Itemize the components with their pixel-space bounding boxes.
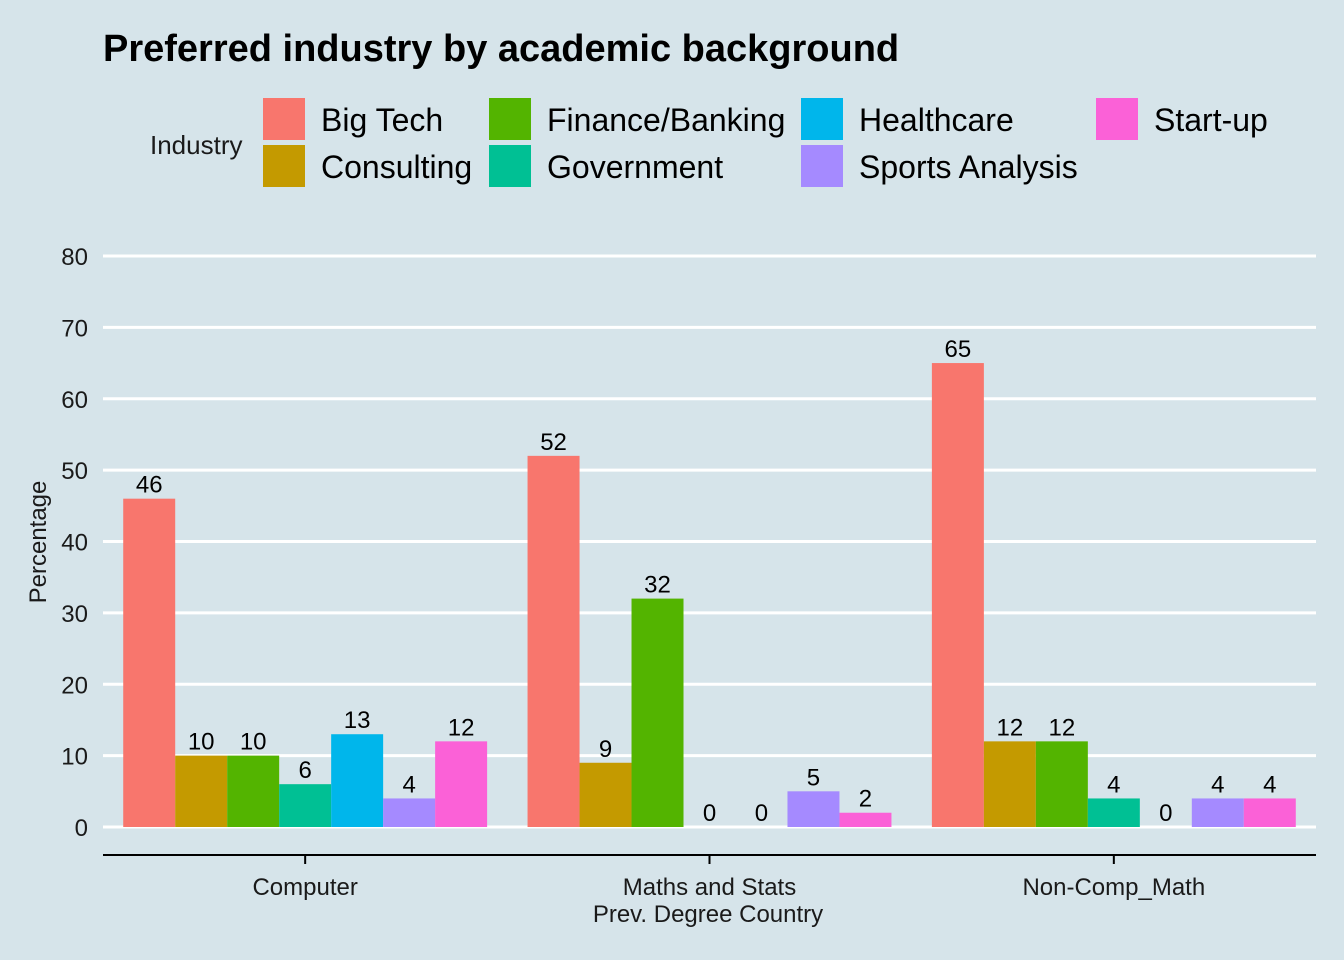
y-axis-ticks: 0 10 20 30 40 50 60 70 80 bbox=[61, 244, 88, 842]
legend-swatch bbox=[801, 145, 843, 187]
bar-value-label: 4 bbox=[1211, 771, 1224, 798]
bar-value-label: 5 bbox=[807, 764, 820, 791]
bar bbox=[227, 755, 280, 827]
bar bbox=[787, 791, 840, 827]
bar-value-label: 32 bbox=[644, 572, 671, 599]
y-tick-label: 60 bbox=[61, 387, 88, 414]
x-axis-title: Prev. Degree Country bbox=[593, 901, 823, 928]
bar-value-label: 0 bbox=[1159, 800, 1172, 827]
bar bbox=[1087, 798, 1140, 827]
legend-item: Big Tech bbox=[263, 98, 443, 140]
bar-value-label: 12 bbox=[448, 714, 475, 741]
legend-label: Finance/Banking bbox=[547, 102, 785, 138]
legend-title: Industry bbox=[150, 130, 243, 160]
y-tick-label: 50 bbox=[61, 458, 88, 485]
bar bbox=[1035, 741, 1088, 827]
legend-label: Start-up bbox=[1154, 102, 1268, 138]
legend-swatch bbox=[489, 98, 531, 140]
bar-value-label: 0 bbox=[703, 800, 716, 827]
bar-value-label: 65 bbox=[945, 336, 972, 363]
bar-value-label: 52 bbox=[540, 429, 567, 456]
bar-value-label: 4 bbox=[1263, 771, 1276, 798]
y-tick-label: 30 bbox=[61, 601, 88, 628]
y-tick-label: 0 bbox=[75, 815, 88, 842]
bar bbox=[839, 812, 892, 827]
y-axis-title: Percentage bbox=[25, 481, 52, 604]
legend-label: Government bbox=[547, 149, 723, 185]
bar bbox=[435, 741, 488, 827]
legend-label: Big Tech bbox=[321, 102, 443, 138]
bar bbox=[579, 762, 632, 827]
bar bbox=[1243, 798, 1296, 827]
y-tick-label: 20 bbox=[61, 672, 88, 699]
legend-swatch bbox=[801, 98, 843, 140]
y-tick-label: 40 bbox=[61, 530, 88, 557]
y-tick-label: 80 bbox=[61, 244, 88, 271]
bar bbox=[331, 734, 384, 827]
bar-value-label: 10 bbox=[240, 729, 267, 756]
legend-item: Sports Analysis bbox=[801, 145, 1078, 187]
bar-value-label: 9 bbox=[599, 736, 612, 763]
y-tick-label: 10 bbox=[61, 744, 88, 771]
bar bbox=[175, 755, 228, 827]
bar bbox=[383, 798, 436, 827]
legend-label: Consulting bbox=[321, 149, 472, 185]
gridlines bbox=[103, 254, 1316, 829]
legend-item: Government bbox=[489, 145, 723, 187]
legend-item: Consulting bbox=[263, 145, 472, 187]
bar-value-label: 46 bbox=[136, 472, 163, 499]
legend: Big Tech Consulting Finance/Banking Governm… bbox=[263, 98, 1268, 187]
bar bbox=[279, 784, 332, 827]
bar-value-label: 12 bbox=[997, 714, 1024, 741]
bar bbox=[1191, 798, 1244, 827]
legend-swatch bbox=[263, 145, 305, 187]
legend-swatch bbox=[1096, 98, 1138, 140]
y-tick-label: 70 bbox=[61, 315, 88, 342]
bar-value-label: 4 bbox=[402, 771, 415, 798]
chart-title: Preferred industry by academic backgroun… bbox=[103, 28, 899, 70]
legend-item: Healthcare bbox=[801, 98, 1014, 140]
bar-value-label: 13 bbox=[344, 707, 371, 734]
legend-item: Finance/Banking bbox=[489, 98, 785, 140]
bar-value-label: 4 bbox=[1107, 771, 1120, 798]
bar-value-label: 2 bbox=[859, 786, 872, 813]
legend-swatch bbox=[263, 98, 305, 140]
x-tick-label: Maths and Stats bbox=[623, 874, 796, 901]
legend-item: Start-up bbox=[1096, 98, 1268, 140]
bar bbox=[527, 455, 580, 827]
bar-value-label: 12 bbox=[1048, 714, 1075, 741]
legend-swatch bbox=[489, 145, 531, 187]
bar bbox=[983, 741, 1036, 827]
bar-value-label: 6 bbox=[298, 757, 311, 784]
bar-value-label: 0 bbox=[755, 800, 768, 827]
legend-label: Sports Analysis bbox=[859, 149, 1078, 185]
x-tick-label: Non-Comp_Math bbox=[1022, 874, 1205, 901]
bar bbox=[123, 498, 176, 827]
legend-label: Healthcare bbox=[859, 102, 1014, 138]
x-axis: Computer Maths and Stats Non-Comp_Math bbox=[103, 854, 1316, 901]
bar bbox=[631, 598, 684, 827]
bar-value-label: 10 bbox=[188, 729, 215, 756]
x-tick-label: Computer bbox=[252, 874, 357, 901]
bar bbox=[931, 363, 984, 827]
